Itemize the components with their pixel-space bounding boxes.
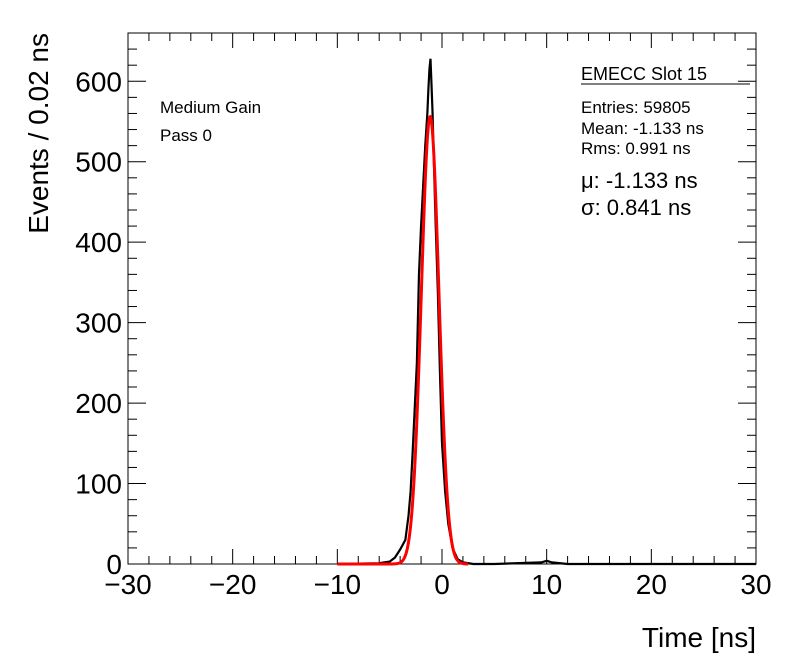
histogram-series [337, 58, 756, 566]
mu-label: μ: -1.133 ns [581, 168, 698, 193]
x-tick-label: 30 [740, 569, 771, 600]
y-tick-label: 100 [75, 469, 122, 500]
y-tick-label: 600 [75, 66, 122, 97]
y-axis-title: Events / 0.02 ns [23, 33, 54, 234]
x-tick-label: −20 [209, 569, 257, 600]
x-tick-label: −30 [104, 569, 152, 600]
y-tick-label: 500 [75, 147, 122, 178]
pass-label: Pass 0 [160, 126, 212, 145]
x-tick-label: 20 [636, 569, 667, 600]
x-axis [127, 33, 757, 564]
x-tick-label: −10 [314, 569, 362, 600]
y-tick-label: 200 [75, 388, 122, 419]
x-tick-label: 0 [434, 569, 450, 600]
y-tick-label: 300 [75, 308, 122, 339]
sigma-label: σ: 0.841 ns [581, 195, 691, 220]
x-axis-title: Time [ns] [642, 622, 756, 653]
mean-label: Mean: -1.133 ns [581, 119, 704, 138]
x-tick-label: 10 [531, 569, 562, 600]
y-axis [128, 32, 756, 565]
chart-title: EMECC Slot 15 [581, 64, 707, 84]
gain-label: Medium Gain [160, 98, 261, 117]
y-tick-labels: 0 100 200 300 400 500 600 [75, 66, 122, 580]
gaussian-fit-curve [337, 114, 469, 566]
y-tick-label: 400 [75, 227, 122, 258]
x-tick-labels: −30 −20 −10 0 10 20 30 [104, 569, 771, 600]
rms-label: Rms: 0.991 ns [581, 139, 691, 158]
y-tick-label: 0 [106, 549, 122, 580]
entries-label: Entries: 59805 [581, 98, 691, 117]
